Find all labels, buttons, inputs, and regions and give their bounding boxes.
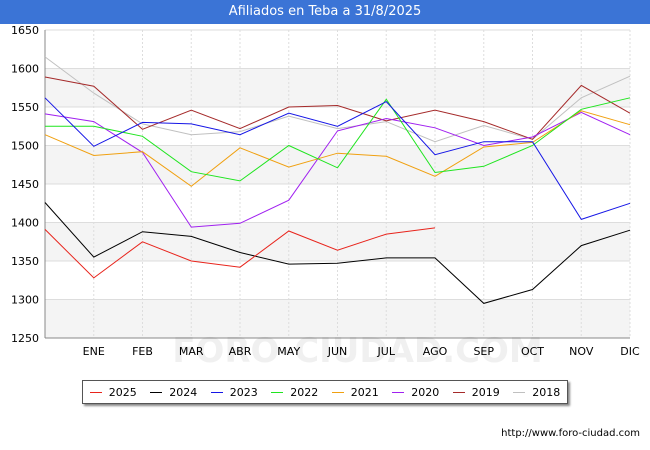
legend-label: 2019 <box>471 385 500 399</box>
series-line-2020 <box>44 111 631 228</box>
legend-item-2020: 2020 <box>392 386 439 399</box>
legend-label: 2023 <box>229 385 258 399</box>
x-tick-label: SEP <box>473 345 494 358</box>
x-tick-label: JUN <box>327 345 348 358</box>
legend-label: 2022 <box>290 385 319 399</box>
legend-swatch <box>331 391 344 393</box>
x-tick-label: FEB <box>132 345 153 358</box>
legend-swatch <box>452 391 465 393</box>
legend: 2025 2024 2023 2022 2021 2020 2019 2018 <box>82 380 568 404</box>
y-tick-label: 1350 <box>11 255 39 268</box>
series-line-2019 <box>44 76 631 140</box>
legend-label: 2024 <box>169 385 198 399</box>
legend-item-2019: 2019 <box>452 385 500 399</box>
legend-swatch <box>150 391 163 393</box>
y-tick-label: 1500 <box>11 140 39 153</box>
legend-swatch <box>513 391 526 393</box>
series-line-2022 <box>45 97 631 182</box>
legend-label: 2018 <box>532 385 561 399</box>
chart-title: Afiliados en Teba a 31/8/2025 <box>0 0 650 24</box>
legend-item-2018: 2018 <box>513 386 560 399</box>
legend-swatch <box>89 391 102 393</box>
legend-item-2022: 2022 <box>271 386 318 399</box>
legend-swatch <box>271 391 284 393</box>
x-tick-label: AGO <box>423 345 448 358</box>
footer-url[interactable]: http://www.foro-ciudad.com <box>501 428 640 439</box>
legend-swatch <box>392 391 405 393</box>
x-tick-label: MAR <box>179 345 204 358</box>
series-line-2024 <box>44 202 631 304</box>
x-tick-label: OCT <box>521 345 544 358</box>
y-tick-label: 1400 <box>11 217 39 230</box>
series-line-2023 <box>44 97 631 220</box>
x-tick-label: ENE <box>83 345 105 358</box>
legend-item-2024: 2024 <box>150 386 197 399</box>
x-tick-label: NOV <box>569 345 594 358</box>
legend-label: 2021 <box>350 385 379 399</box>
y-tick-label: 1600 <box>11 63 39 76</box>
y-tick-label: 1650 <box>11 24 39 37</box>
legend-item-2023: 2023 <box>210 385 258 399</box>
legend-swatch <box>210 391 223 393</box>
x-tick-label: ABR <box>229 345 252 358</box>
y-tick-label: 1550 <box>11 101 39 114</box>
x-tick-label: JUL <box>377 345 396 358</box>
y-tick-label: 1250 <box>11 332 39 345</box>
legend-label: 2020 <box>411 385 440 399</box>
y-tick-label: 1300 <box>11 294 39 307</box>
x-tick-label: MAY <box>277 345 300 358</box>
legend-label: 2025 <box>108 385 137 399</box>
watermark-text: FORO-CIUDAD.COM <box>172 331 543 371</box>
legend-item-2025: 2025 <box>89 385 137 399</box>
legend-item-2021: 2021 <box>331 385 379 399</box>
series-line-2025 <box>44 227 436 279</box>
x-tick-label: DIC <box>620 345 640 358</box>
y-tick-label: 1450 <box>11 178 39 191</box>
